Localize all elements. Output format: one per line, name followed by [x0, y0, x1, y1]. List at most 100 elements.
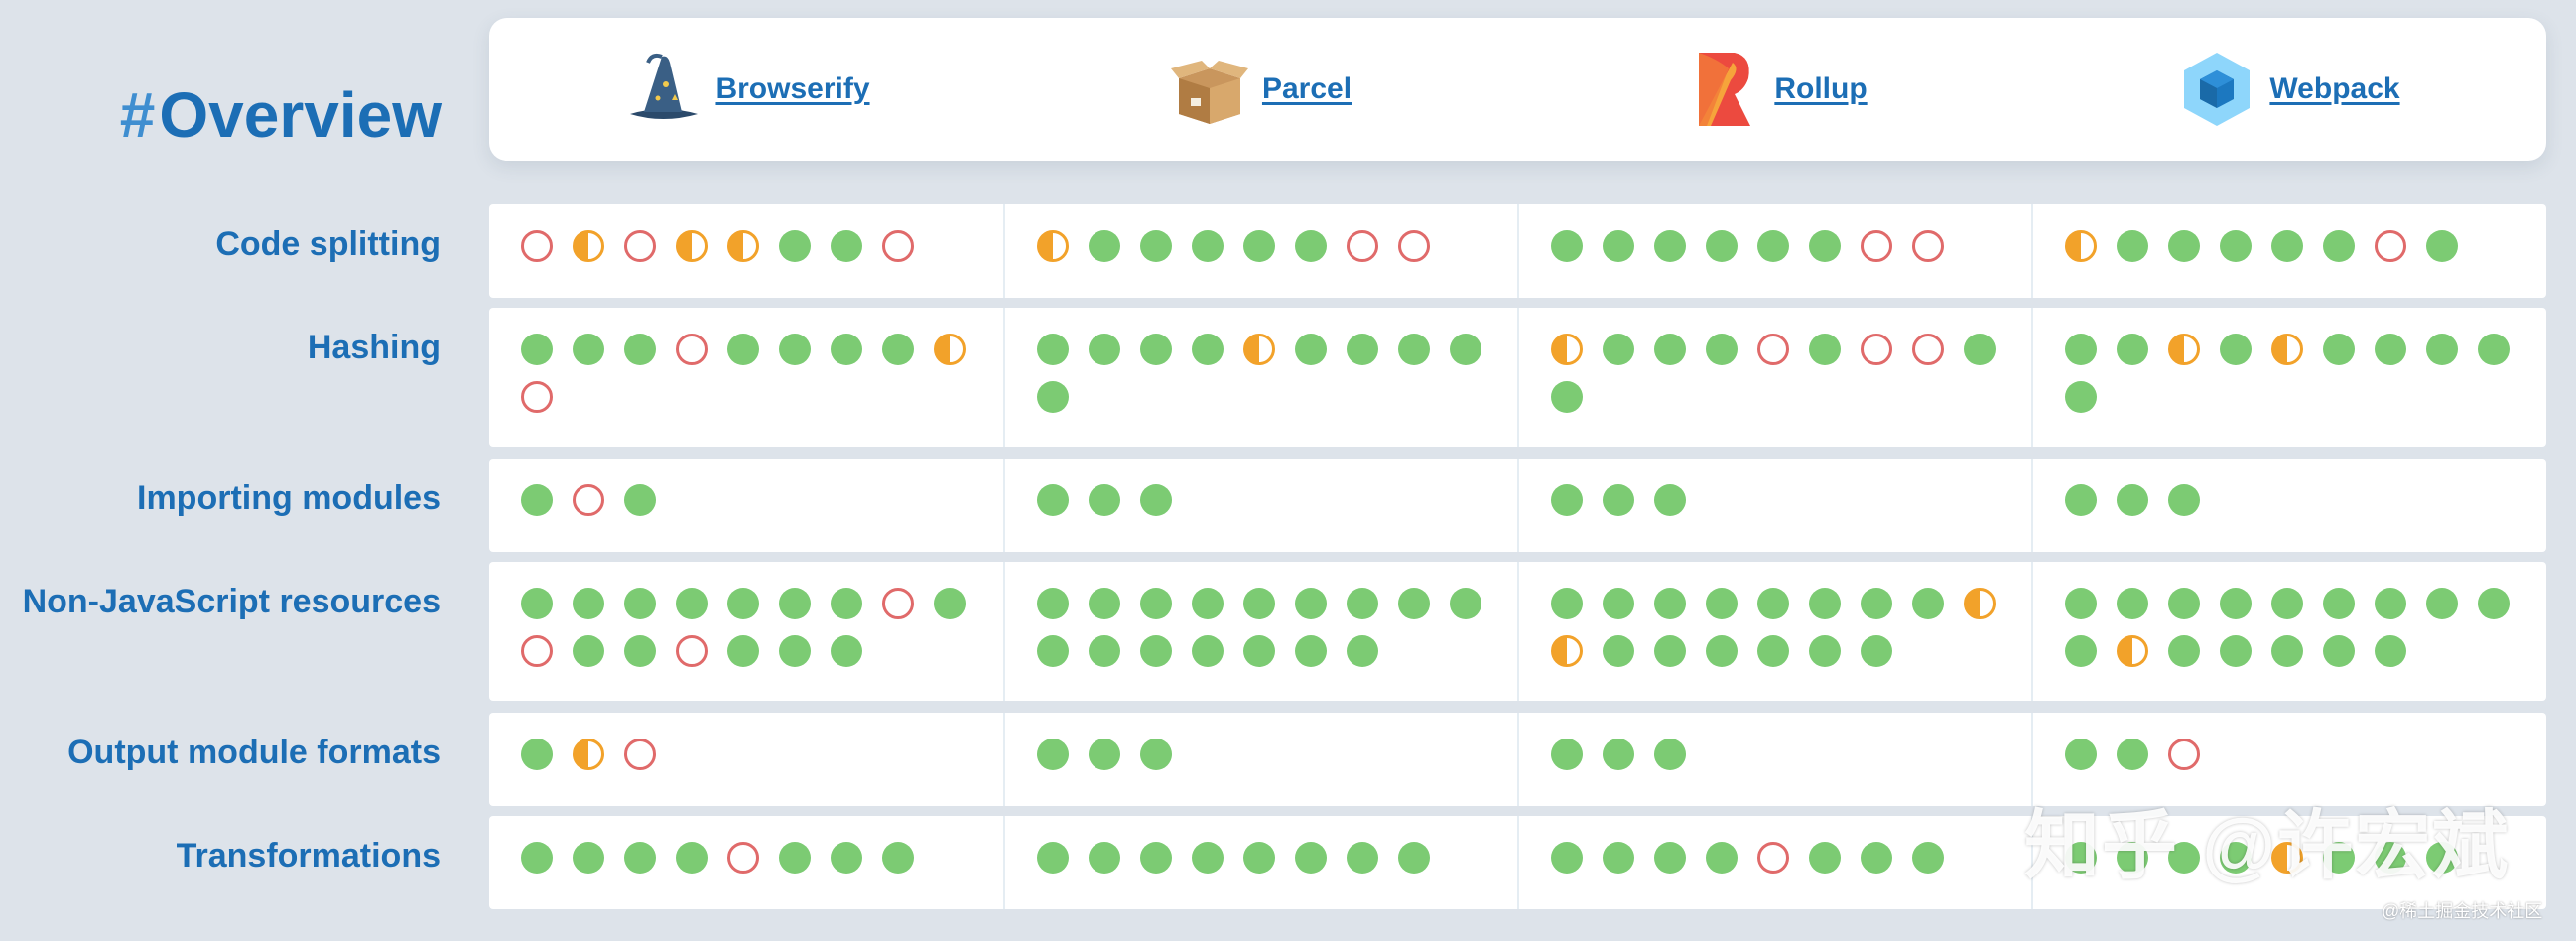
status-dot-none[interactable]	[1398, 230, 1430, 262]
status-dot-full[interactable]	[1140, 484, 1172, 516]
status-dot-none[interactable]	[1861, 230, 1892, 262]
status-dot-full[interactable]	[882, 334, 914, 365]
tool-name[interactable]: Webpack	[2269, 72, 2400, 105]
status-dot-full[interactable]	[2271, 230, 2303, 262]
status-dot-full[interactable]	[2426, 334, 2458, 365]
status-dot-full[interactable]	[2065, 842, 2097, 874]
status-dot-none[interactable]	[1757, 334, 1789, 365]
status-dot-full[interactable]	[624, 334, 656, 365]
status-dot-full[interactable]	[521, 484, 553, 516]
tool-browserify[interactable]: Browserify	[489, 18, 1003, 161]
status-dot-full[interactable]	[1295, 588, 1327, 619]
status-dot-none[interactable]	[676, 635, 708, 667]
status-dot-none[interactable]	[882, 230, 914, 262]
status-dot-full[interactable]	[1551, 230, 1583, 262]
status-dot-full[interactable]	[1757, 588, 1789, 619]
status-dot-full[interactable]	[2323, 334, 2355, 365]
status-dot-partial[interactable]	[2117, 635, 2148, 667]
status-dot-partial[interactable]	[1243, 334, 1275, 365]
status-dot-full[interactable]	[727, 635, 759, 667]
status-dot-full[interactable]	[2065, 588, 2097, 619]
status-dot-full[interactable]	[1140, 334, 1172, 365]
status-dot-none[interactable]	[2375, 230, 2406, 262]
status-dot-full[interactable]	[1089, 739, 1120, 770]
status-dot-full[interactable]	[1243, 588, 1275, 619]
status-dot-full[interactable]	[676, 588, 708, 619]
status-dot-none[interactable]	[882, 588, 914, 619]
status-dot-full[interactable]	[2168, 588, 2200, 619]
status-dot-full[interactable]	[1089, 484, 1120, 516]
status-dot-full[interactable]	[573, 588, 604, 619]
status-dot-none[interactable]	[1912, 230, 1944, 262]
status-dot-full[interactable]	[1140, 230, 1172, 262]
status-dot-full[interactable]	[2375, 635, 2406, 667]
status-dot-full[interactable]	[1861, 588, 1892, 619]
status-dot-full[interactable]	[2117, 739, 2148, 770]
status-dot-full[interactable]	[1347, 635, 1378, 667]
status-dot-partial[interactable]	[573, 230, 604, 262]
status-dot-full[interactable]	[2065, 739, 2097, 770]
status-dot-full[interactable]	[1295, 635, 1327, 667]
status-dot-full[interactable]	[1192, 842, 1224, 874]
status-dot-full[interactable]	[2220, 230, 2252, 262]
status-dot-full[interactable]	[1654, 588, 1686, 619]
status-dot-full[interactable]	[1757, 230, 1789, 262]
status-dot-full[interactable]	[1037, 842, 1069, 874]
status-dot-partial[interactable]	[2271, 334, 2303, 365]
status-dot-full[interactable]	[1861, 635, 1892, 667]
status-dot-full[interactable]	[1654, 230, 1686, 262]
status-dot-full[interactable]	[1243, 635, 1275, 667]
tool-parcel[interactable]: Parcel	[1003, 18, 1517, 161]
status-dot-full[interactable]	[1398, 334, 1430, 365]
status-dot-full[interactable]	[1603, 739, 1634, 770]
status-dot-full[interactable]	[676, 842, 708, 874]
status-dot-full[interactable]	[2478, 588, 2510, 619]
status-dot-full[interactable]	[2220, 635, 2252, 667]
status-dot-full[interactable]	[2065, 334, 2097, 365]
status-dot-full[interactable]	[1757, 635, 1789, 667]
status-dot-full[interactable]	[2168, 635, 2200, 667]
status-dot-full[interactable]	[1450, 588, 1481, 619]
status-dot-partial[interactable]	[1551, 635, 1583, 667]
status-dot-full[interactable]	[1551, 842, 1583, 874]
status-dot-full[interactable]	[831, 230, 862, 262]
status-dot-full[interactable]	[1603, 484, 1634, 516]
status-dot-none[interactable]	[521, 230, 553, 262]
status-dot-full[interactable]	[1654, 484, 1686, 516]
status-dot-full[interactable]	[573, 842, 604, 874]
status-dot-full[interactable]	[2168, 842, 2200, 874]
status-dot-full[interactable]	[1295, 334, 1327, 365]
status-dot-full[interactable]	[2065, 484, 2097, 516]
status-dot-full[interactable]	[831, 842, 862, 874]
status-dot-none[interactable]	[521, 635, 553, 667]
status-dot-full[interactable]	[1551, 484, 1583, 516]
status-dot-full[interactable]	[1347, 334, 1378, 365]
status-dot-partial[interactable]	[573, 739, 604, 770]
status-dot-full[interactable]	[1603, 842, 1634, 874]
status-dot-full[interactable]	[2271, 588, 2303, 619]
status-dot-full[interactable]	[1706, 230, 1738, 262]
status-dot-full[interactable]	[1295, 230, 1327, 262]
status-dot-full[interactable]	[2117, 230, 2148, 262]
status-dot-full[interactable]	[1706, 842, 1738, 874]
status-dot-full[interactable]	[934, 588, 966, 619]
status-dot-none[interactable]	[624, 230, 656, 262]
status-dot-full[interactable]	[2168, 230, 2200, 262]
status-dot-full[interactable]	[1037, 739, 1069, 770]
status-dot-full[interactable]	[1243, 230, 1275, 262]
status-dot-full[interactable]	[2375, 588, 2406, 619]
status-dot-full[interactable]	[1603, 334, 1634, 365]
status-dot-full[interactable]	[1551, 588, 1583, 619]
status-dot-full[interactable]	[779, 334, 811, 365]
status-dot-full[interactable]	[1964, 334, 1996, 365]
status-dot-full[interactable]	[1037, 484, 1069, 516]
status-dot-full[interactable]	[1347, 842, 1378, 874]
tool-name[interactable]: Parcel	[1261, 72, 1352, 105]
tool-name[interactable]: Browserify	[715, 72, 870, 105]
status-dot-none[interactable]	[521, 381, 553, 413]
status-dot-full[interactable]	[2323, 230, 2355, 262]
status-dot-partial[interactable]	[676, 230, 708, 262]
status-dot-full[interactable]	[1295, 842, 1327, 874]
status-dot-full[interactable]	[1809, 230, 1841, 262]
status-dot-full[interactable]	[1450, 334, 1481, 365]
